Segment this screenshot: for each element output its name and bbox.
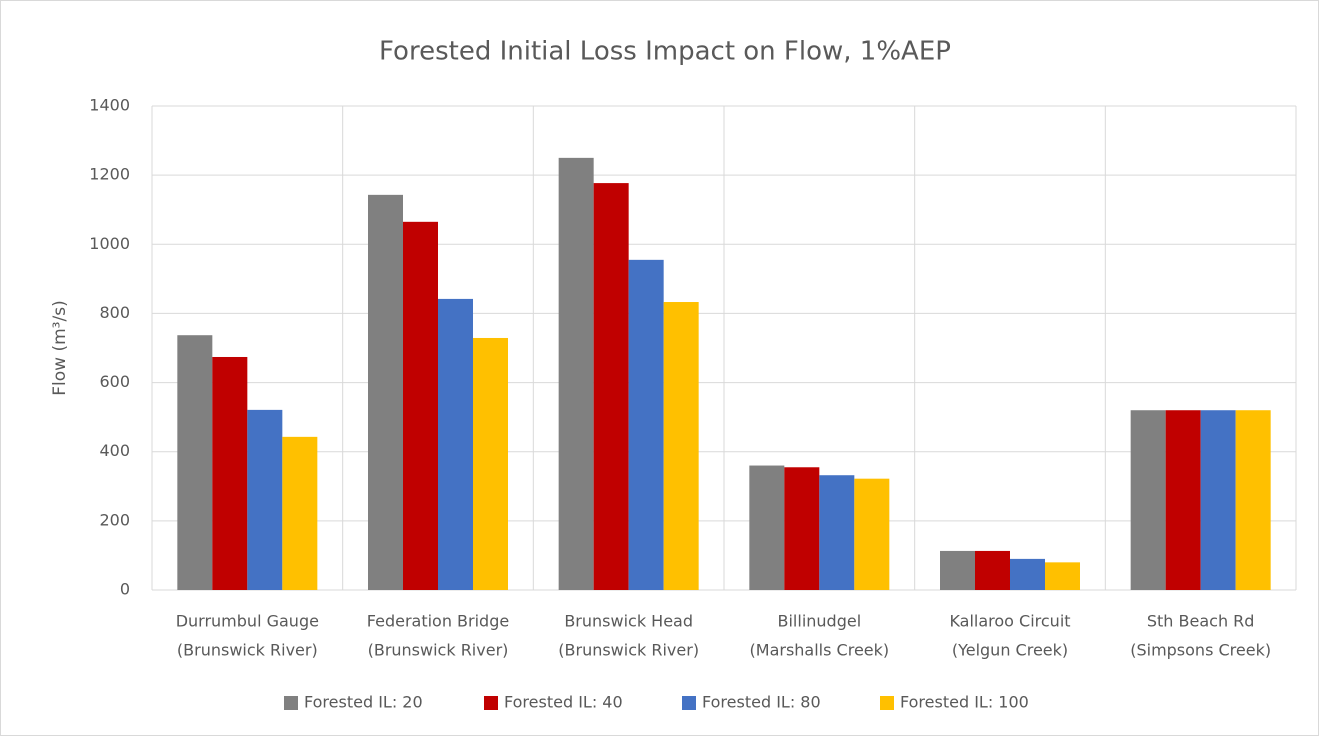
y-tick-label: 400 [99,441,130,460]
legend-label: Forested IL: 20 [304,693,423,712]
chart-title: Forested Initial Loss Impact on Flow, 1%… [379,37,951,67]
bar [1165,410,1201,590]
bar [558,157,594,590]
y-tick-label: 1400 [89,96,130,115]
legend-swatch [284,696,298,710]
y-tick-label: 600 [99,372,130,391]
bar [1200,410,1236,590]
x-tick-label: (Brunswick River) [558,641,699,660]
x-tick-label: Brunswick Head [564,612,693,631]
legend-label: Forested IL: 80 [702,693,821,712]
bar [819,475,855,590]
bar [628,259,664,590]
bar [282,436,318,590]
y-axis-label: Flow (m³/s) [50,300,70,395]
bar [403,221,438,591]
y-tick-label: 1200 [89,165,130,184]
bar [854,478,890,590]
x-tick-label: Durrumbul Gauge [176,612,319,631]
legend-label: Forested IL: 40 [504,693,623,712]
x-tick-label: Sth Beach Rd [1147,612,1255,631]
bar [247,409,283,590]
x-tick-label: Kallaroo Circuit [949,612,1070,631]
bar [784,467,820,590]
x-tick-label: (Brunswick River) [368,641,509,660]
bar [438,298,473,590]
bar [1235,410,1271,590]
bar [1045,562,1080,590]
bar [368,194,403,590]
x-tick-label: (Brunswick River) [177,641,318,660]
legend-label: Forested IL: 100 [900,693,1029,712]
y-tick-label: 800 [99,303,130,322]
legend-swatch [880,696,894,710]
bar [212,356,248,590]
bar [975,550,1010,590]
x-tick-label: Billinudgel [778,612,862,631]
x-tick-label: Federation Bridge [367,612,509,631]
bar [749,465,785,590]
y-tick-label: 200 [99,510,130,529]
y-tick-label: 1000 [89,234,130,253]
bar [1010,558,1045,590]
bar [473,337,508,590]
legend-swatch [682,696,696,710]
bar [1130,410,1166,590]
x-tick-label: (Yelgun Creek) [952,641,1068,660]
x-tick-label: (Marshalls Creek) [750,641,890,660]
x-tick-label: (Simpsons Creek) [1130,641,1271,660]
bar [940,550,975,590]
y-tick-label: 0 [120,580,130,599]
legend-swatch [484,696,498,710]
bar [663,302,699,590]
bar [177,335,213,590]
bar [593,183,629,590]
